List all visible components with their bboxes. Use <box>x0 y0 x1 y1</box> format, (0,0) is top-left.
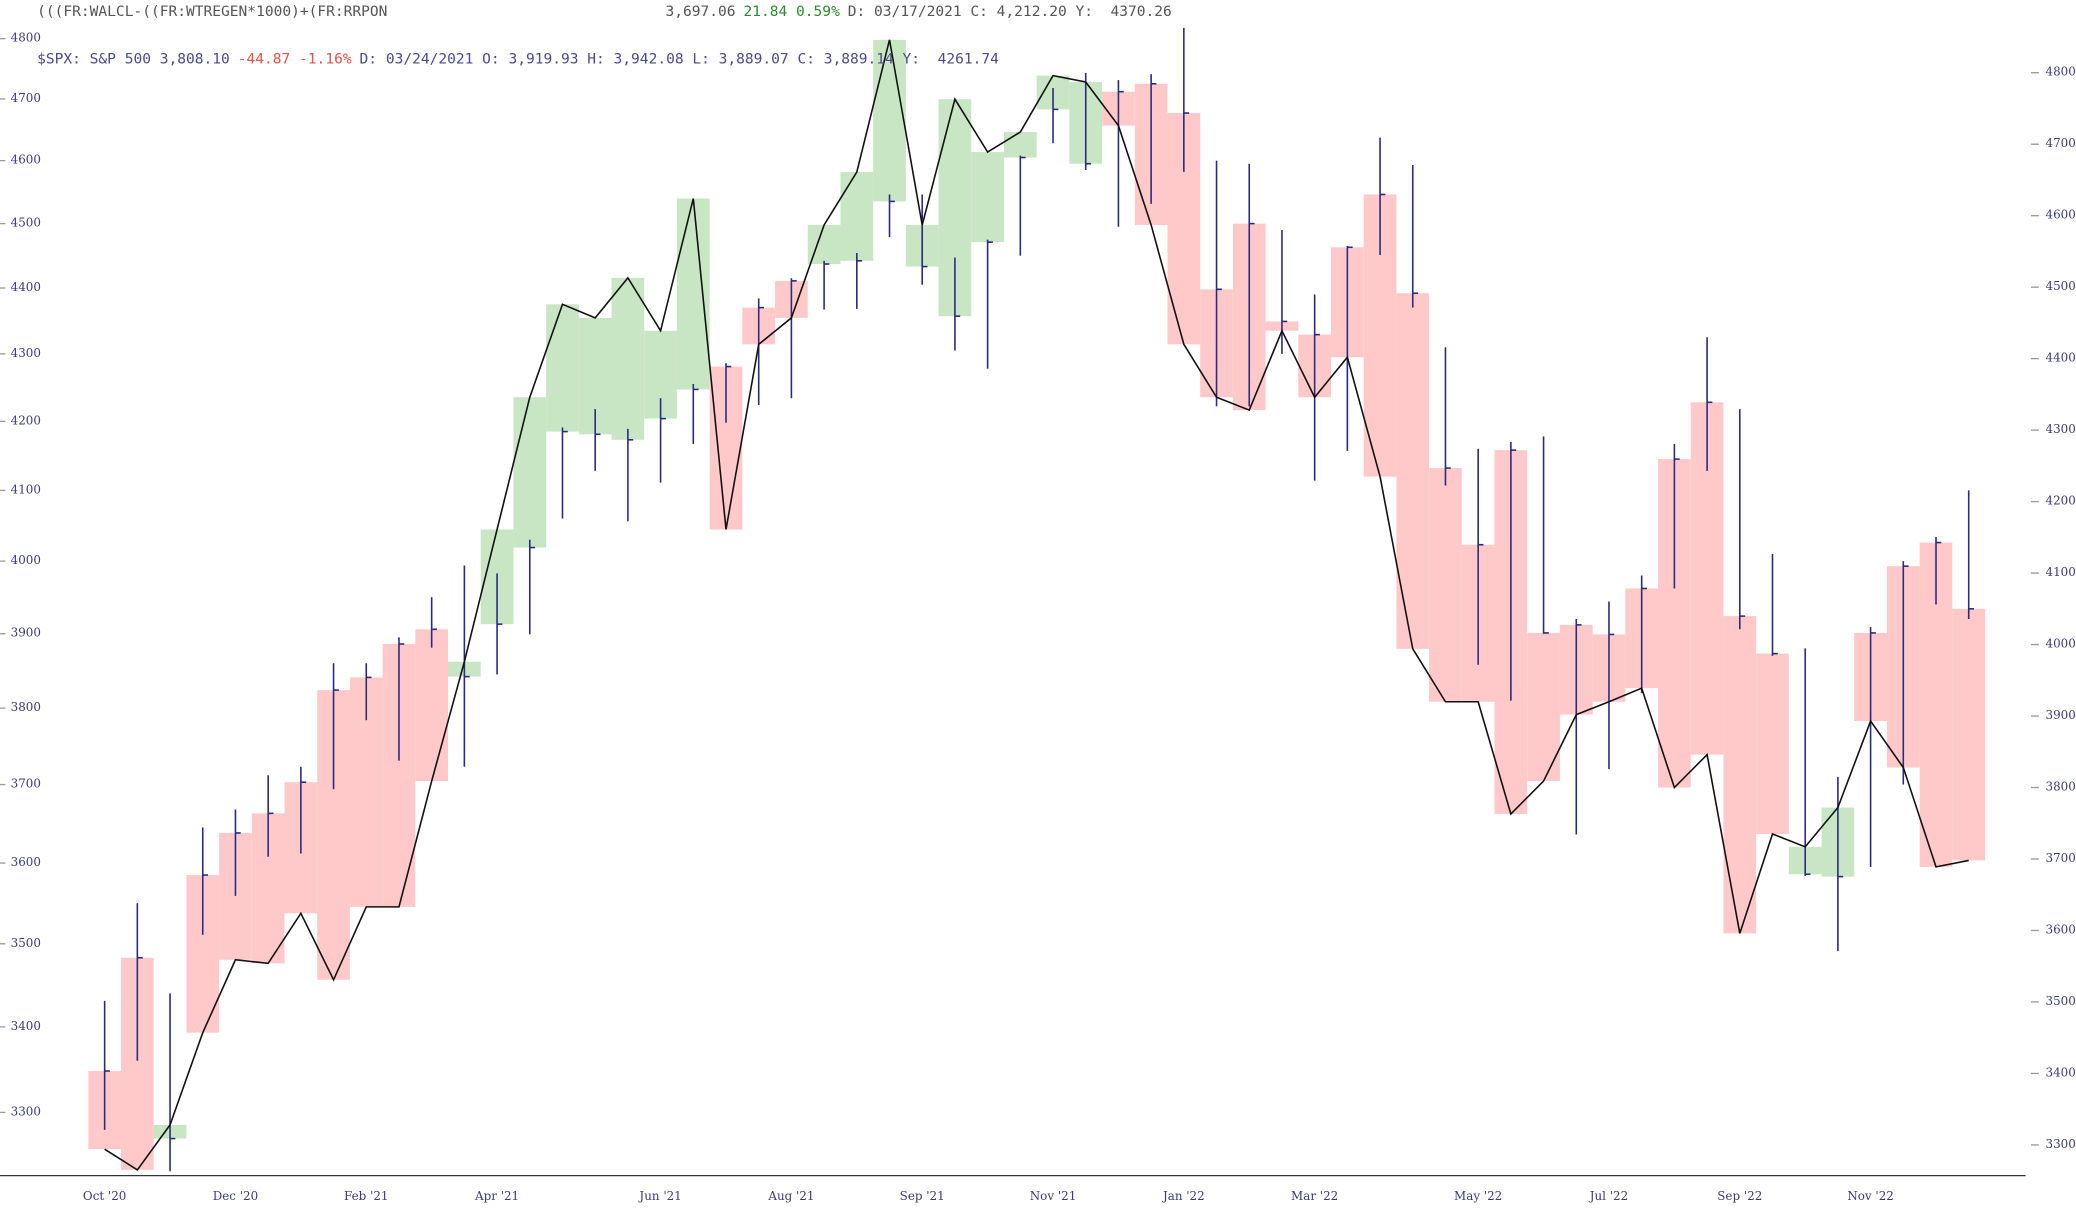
y2-tick-label: 4500 <box>2045 279 2075 293</box>
y2-tick-label: 4000 <box>2045 637 2075 651</box>
x-tick-label: Nov '22 <box>1847 1189 1894 1203</box>
y-tick-label: 3500 <box>11 936 41 950</box>
header-part: (((FR:WALCL-((FR:WTREGEN*1000)+(FR:RRPON <box>37 3 387 20</box>
y-tick-label: 4100 <box>11 482 41 496</box>
x-tick-label: Mar '22 <box>1291 1189 1338 1203</box>
y2-tick-label: 3300 <box>2045 1137 2075 1151</box>
y-tick-label: 4800 <box>11 31 41 45</box>
spread-fill <box>1003 132 1037 158</box>
y2-tick-label: 4300 <box>2045 422 2075 436</box>
y-tick-label: 3700 <box>11 777 41 791</box>
header-secondary: $SPX: S&P 500 3,808.10 -44.87 -1.16% D: 03… <box>37 51 999 68</box>
spread-fill <box>1723 616 1757 934</box>
y2-tick-label: 4800 <box>2045 65 2075 79</box>
y-tick-label: 4000 <box>11 553 41 567</box>
header-part: D: 03/24/2021 O: 3,919.93 H: 3,942.08 L:… <box>360 51 1000 68</box>
header-part: D: 03/17/2021 C: 4,212.20 Y: 4370.26 <box>848 3 1172 20</box>
spread-fill <box>840 172 874 261</box>
x-tick-label: Dec '20 <box>213 1189 258 1203</box>
spread-fill <box>415 629 449 782</box>
y2-tick-label: 3700 <box>2045 851 2075 865</box>
y-tick-label: 3800 <box>11 700 41 714</box>
y-tick-label: 4700 <box>11 91 41 105</box>
spread-fill <box>611 277 645 440</box>
spread-fill <box>873 39 906 202</box>
y2-tick-label: 4100 <box>2045 565 2075 579</box>
y2-tick-label: 3600 <box>2045 922 2075 936</box>
y-tick-label: 3300 <box>11 1104 41 1118</box>
y-tick-label: 4300 <box>11 346 41 360</box>
y2-tick-label: 3500 <box>2045 994 2075 1008</box>
y2-tick-label: 4600 <box>2045 208 2075 222</box>
spread-fill <box>513 397 547 548</box>
x-tick-label: Jun '21 <box>638 1189 681 1203</box>
y-tick-label: 4200 <box>11 413 41 427</box>
x-tick-label: May '22 <box>1454 1189 1502 1203</box>
y2-tick-label: 3900 <box>2045 708 2075 722</box>
x-tick-label: Nov '21 <box>1030 1189 1077 1203</box>
spread-fill <box>1429 468 1462 702</box>
y-tick-label: 3600 <box>11 855 41 869</box>
spread-fill <box>1756 653 1789 834</box>
y2-tick-label: 4200 <box>2045 494 2075 508</box>
spread-fill <box>546 304 579 432</box>
y-tick-label: 4500 <box>11 216 41 230</box>
x-tick-label: Jul '22 <box>1589 1189 1628 1203</box>
spread-fill <box>1396 293 1430 649</box>
liquidity-line <box>104 39 1969 1171</box>
x-tick-label: Jan '22 <box>1162 1189 1205 1203</box>
y-tick-label: 4600 <box>11 153 41 167</box>
y2-tick-label: 4400 <box>2045 351 2075 365</box>
x-tick-label: Feb '21 <box>344 1189 389 1203</box>
x-tick-label: Sep '21 <box>900 1189 945 1203</box>
x-tick-label: Apr '21 <box>474 1189 519 1203</box>
y2-tick-label: 3400 <box>2045 1065 2075 1079</box>
x-tick-label: Aug '21 <box>767 1189 814 1203</box>
header-primary: (((FR:WALCL-((FR:WTREGEN*1000)+(FR:RRPON… <box>37 3 1172 20</box>
header-part: 3,697.06 <box>665 3 735 20</box>
x-tick-label: Oct '20 <box>83 1189 126 1203</box>
spread-fill <box>1527 632 1560 782</box>
spread-fill <box>676 198 710 390</box>
header-part: 21.84 0.59% <box>743 3 840 20</box>
header-part: -44.87 -1.16% <box>238 51 352 68</box>
y-tick-label: 4400 <box>11 280 41 294</box>
x-tick-label: Sep '22 <box>1717 1189 1762 1203</box>
spread-fill <box>971 152 1004 243</box>
y-tick-label: 3400 <box>11 1019 41 1033</box>
y2-tick-label: 4700 <box>2045 136 2075 150</box>
spread-fill <box>1952 608 1986 861</box>
y2-tick-label: 3800 <box>2045 780 2075 794</box>
header-part: $SPX: S&P 500 3,808.10 <box>37 51 230 68</box>
y-tick-label: 3900 <box>11 626 41 640</box>
